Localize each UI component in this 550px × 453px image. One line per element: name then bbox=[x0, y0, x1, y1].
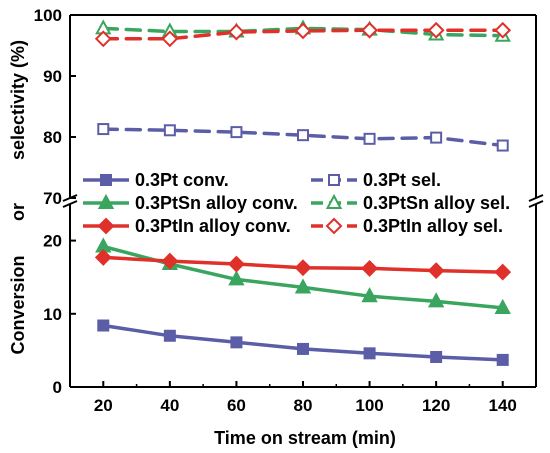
y-tick-label: 10 bbox=[43, 305, 62, 324]
x-tick-label: 80 bbox=[294, 396, 313, 415]
data-point bbox=[294, 259, 312, 277]
x-tick-label: 20 bbox=[94, 396, 113, 415]
y-tick-label: 100 bbox=[34, 6, 62, 25]
data-point bbox=[427, 21, 445, 39]
legend-label: 0.3Pt conv. bbox=[135, 170, 229, 190]
data-point bbox=[228, 23, 245, 41]
data-point bbox=[494, 263, 512, 281]
y-axis-title-lower: Conversion bbox=[8, 255, 28, 354]
data-point bbox=[363, 347, 376, 360]
data-point bbox=[228, 255, 245, 273]
data-point bbox=[161, 252, 179, 270]
x-tick-label: 120 bbox=[422, 396, 450, 415]
data-point bbox=[294, 22, 312, 40]
data-point bbox=[230, 126, 243, 139]
legend-marker bbox=[325, 193, 343, 209]
legend-item: 0.3PtSn alloy conv. bbox=[83, 193, 298, 213]
legend-marker bbox=[100, 174, 112, 186]
series-4 bbox=[94, 249, 512, 281]
data-point bbox=[297, 342, 309, 355]
data-point bbox=[230, 336, 243, 349]
legend-marker bbox=[325, 217, 343, 235]
data-point bbox=[97, 319, 110, 332]
series-0 bbox=[97, 319, 509, 366]
data-point bbox=[163, 329, 176, 342]
legend-item: 0.3Pt conv. bbox=[83, 170, 229, 190]
data-point bbox=[297, 129, 309, 142]
y-tick-label: 90 bbox=[43, 67, 62, 86]
y-tick-label: 20 bbox=[43, 232, 62, 251]
data-point bbox=[228, 270, 245, 286]
data-point bbox=[496, 353, 509, 366]
legend-label: 0.3PtSn alloy conv. bbox=[135, 193, 298, 213]
data-point bbox=[430, 350, 443, 363]
axis-break-gap-left bbox=[60, 199, 80, 203]
series-5 bbox=[94, 21, 512, 48]
data-point bbox=[363, 132, 376, 145]
data-point bbox=[430, 131, 443, 144]
data-point bbox=[496, 139, 509, 152]
data-point bbox=[294, 278, 312, 294]
x-axis-title: Time on stream (min) bbox=[214, 428, 396, 448]
legend-label: 0.3PtIn alloy conv. bbox=[135, 216, 291, 236]
legend-label: 0.3Pt sel. bbox=[363, 170, 441, 190]
data-point bbox=[97, 123, 110, 136]
x-tick-label: 100 bbox=[355, 396, 383, 415]
axis-break-mark-left bbox=[62, 200, 78, 208]
series-1 bbox=[97, 123, 509, 152]
series-line bbox=[101, 244, 505, 310]
legend-label: 0.3PtSn alloy sel. bbox=[363, 193, 510, 213]
data-point bbox=[361, 21, 378, 39]
x-tick-label: 140 bbox=[489, 396, 517, 415]
legend-item: 0.3PtIn alloy sel. bbox=[311, 216, 503, 236]
y-tick-label: 70 bbox=[43, 189, 62, 208]
data-point bbox=[427, 262, 445, 280]
data-point bbox=[494, 298, 511, 314]
legend-marker bbox=[97, 217, 115, 235]
y-tick-label: 80 bbox=[43, 128, 62, 147]
y-axis-title-upper: selectivity (%) bbox=[8, 40, 28, 160]
y-axis-title-middle: or bbox=[8, 203, 28, 221]
data-point bbox=[94, 30, 112, 48]
axis-break-mark-right bbox=[528, 200, 544, 208]
data-point bbox=[163, 124, 176, 137]
legend-item: 0.3PtSn alloy sel. bbox=[311, 193, 510, 213]
data-point bbox=[161, 30, 179, 48]
data-point bbox=[361, 287, 378, 303]
legend-label: 0.3PtIn alloy sel. bbox=[363, 216, 503, 236]
axis-break-gap-right bbox=[526, 199, 546, 203]
data-point bbox=[94, 249, 112, 266]
data-point bbox=[361, 260, 378, 277]
legend-marker bbox=[97, 193, 115, 209]
legend-item: 0.3Pt sel. bbox=[311, 170, 441, 190]
x-tick-label: 60 bbox=[227, 396, 246, 415]
data-point bbox=[427, 292, 445, 308]
axis-break-mark-right bbox=[528, 194, 544, 202]
data-point bbox=[494, 21, 512, 39]
series-2 bbox=[95, 237, 511, 314]
legend-item: 0.3PtIn alloy conv. bbox=[83, 216, 291, 236]
legend-marker bbox=[328, 174, 340, 186]
x-tick-label: 40 bbox=[160, 396, 179, 415]
y-tick-label: 0 bbox=[53, 378, 62, 397]
